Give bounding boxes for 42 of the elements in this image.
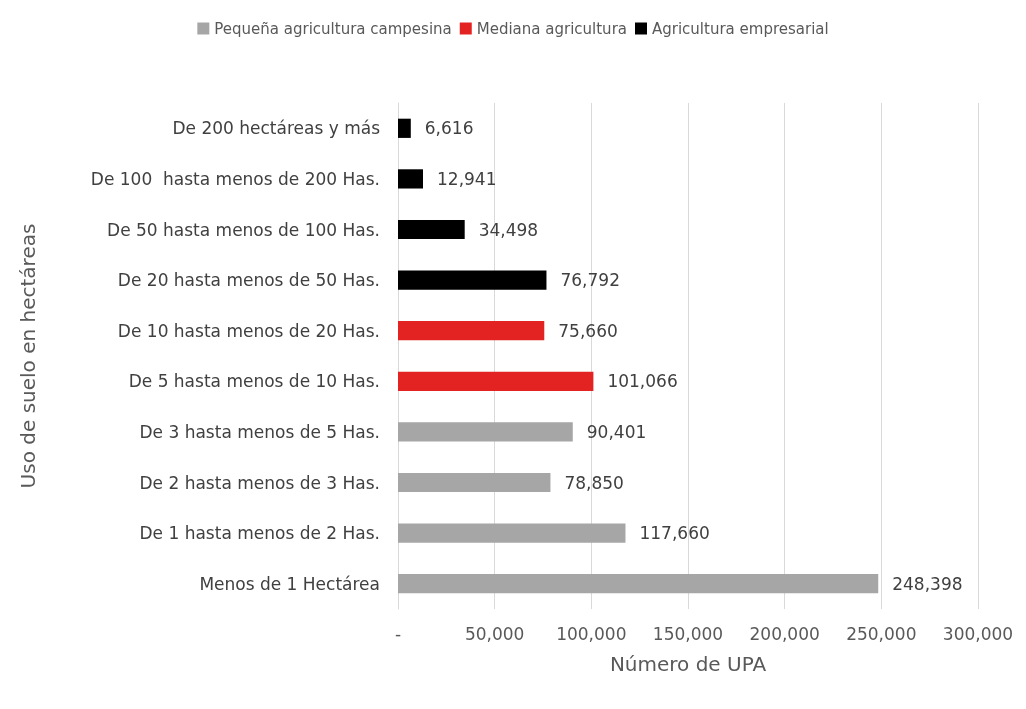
y-axis-title: Uso de suelo en hectáreas [16,223,40,489]
bar [398,219,465,240]
y-tick-label: De 200 hectáreas y más [172,118,381,139]
data-label: 78,850 [564,472,624,493]
x-tick-label: 250,000 [846,623,917,644]
bar [398,321,545,341]
x-tick-label: 50,000 [464,623,525,644]
y-tick-label: De 50 hasta menos de 100 Has. [107,219,380,240]
data-label: 248,398 [892,573,963,594]
legend-label: Agricultura empresarial [651,19,829,38]
data-label: 90,401 [586,421,647,442]
x-tick-label: 100,000 [556,623,627,644]
y-tick-label: De 10 hasta menos de 20 Has. [117,320,380,341]
data-label: 6,616 [424,118,474,139]
y-tick-label: De 3 hasta menos de 5 Has. [139,421,380,442]
bar [398,574,879,594]
data-label: 101,066 [607,371,678,392]
legend-label: Mediana agricultura [476,19,627,38]
legend-label: Pequeña agricultura campesina [214,19,452,38]
bar [398,270,547,290]
bar [398,422,573,442]
x-tick-label: 300,000 [942,623,1014,644]
data-label: 12,941 [437,168,497,189]
x-tick-label: - [394,623,402,644]
data-label: 117,660 [639,523,710,544]
bar [398,169,424,189]
y-tick-label: De 100 hasta menos de 200 Has. [90,168,380,189]
x-tick-label: 150,000 [652,623,724,644]
y-tick-label: Menos de 1 Hectárea [199,573,380,594]
x-tick-label: 200,000 [749,623,820,644]
bar [398,523,626,543]
y-tick-label: De 20 hasta menos de 50 Has. [117,270,380,291]
y-tick-label: De 2 hasta menos de 3 Has. [139,472,380,493]
y-tick-label: De 5 hasta menos de 10 Has. [128,371,380,392]
x-axis-title: Número de UPA [609,652,767,676]
data-label: 75,660 [558,320,618,341]
bar [398,371,594,391]
bar [398,472,551,493]
bar [398,118,411,138]
data-label: 76,792 [560,270,620,291]
data-label: 34,498 [478,219,539,240]
y-tick-label: De 1 hasta menos de 2 Has. [139,523,380,544]
